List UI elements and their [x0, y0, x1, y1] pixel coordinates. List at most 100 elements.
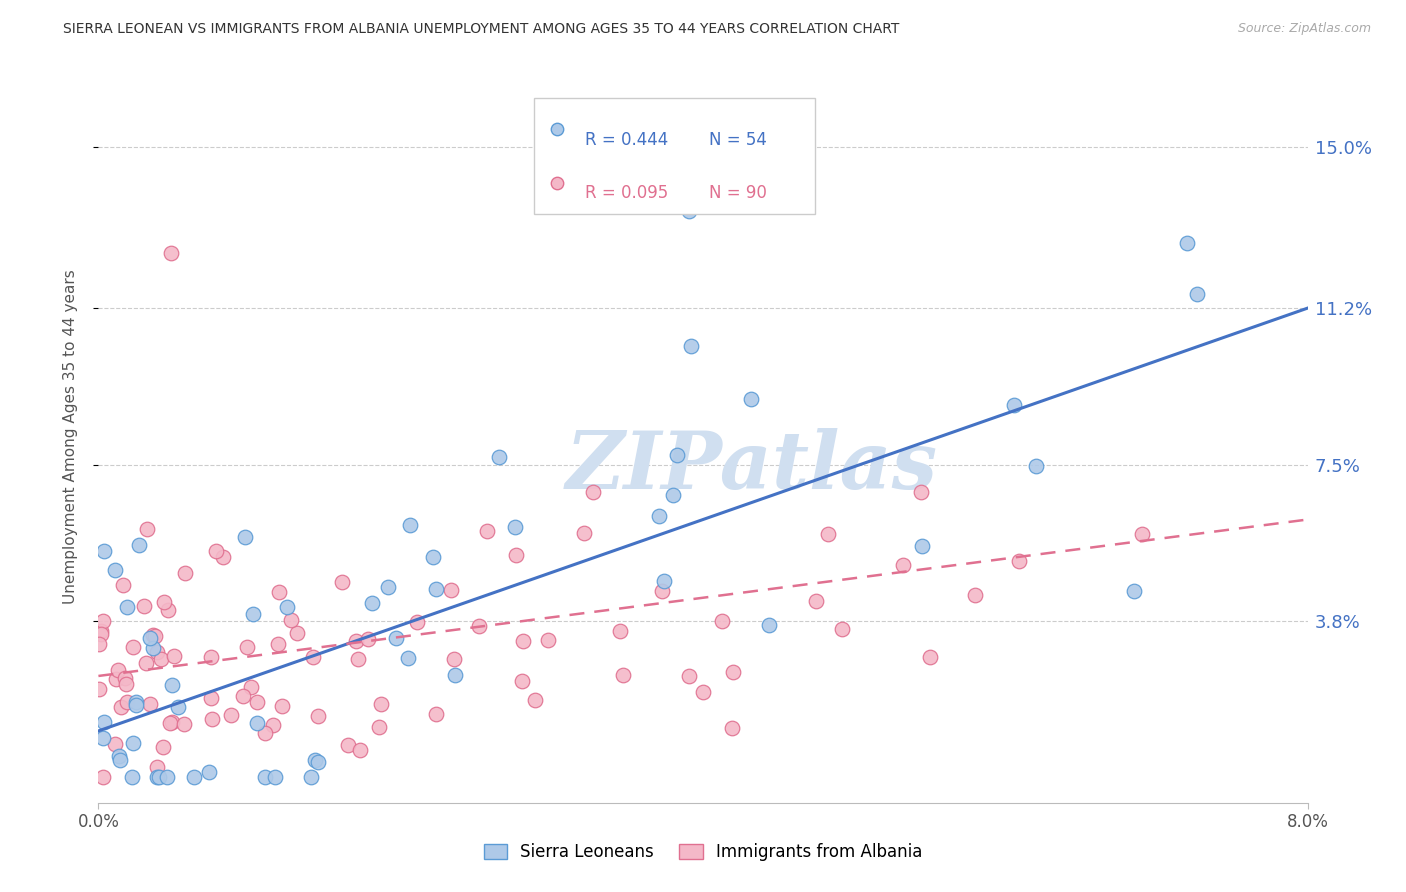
Point [160, 715, 183, 730]
Point [582, 485, 605, 500]
Point [920, 650, 942, 665]
Point [440, 582, 463, 597]
Point [546, 122, 568, 136]
Point [143, 629, 166, 643]
Point [647, 509, 669, 524]
Point [510, 673, 533, 688]
Point [804, 594, 827, 608]
Point [235, 640, 257, 654]
Point [253, 771, 276, 785]
Point [406, 615, 429, 629]
Point [105, 672, 128, 686]
Point [572, 525, 595, 540]
Point [1185, 287, 1208, 301]
Point [679, 338, 702, 352]
Point [910, 484, 932, 499]
Point [269, 584, 291, 599]
Point [609, 624, 631, 639]
Point [711, 614, 734, 628]
Point [740, 392, 762, 407]
Point [1130, 526, 1153, 541]
Point [142, 628, 165, 642]
Point [233, 530, 256, 544]
Point [160, 246, 183, 260]
Point [692, 684, 714, 698]
Point [1002, 398, 1025, 412]
Point [107, 749, 129, 764]
Point [103, 563, 125, 577]
Point [139, 631, 162, 645]
FancyBboxPatch shape [534, 98, 815, 214]
Point [377, 581, 399, 595]
Point [758, 618, 780, 632]
Point [488, 450, 510, 465]
Point [264, 771, 287, 785]
Point [254, 725, 277, 739]
Point [612, 668, 634, 682]
Point [159, 716, 181, 731]
Point [965, 588, 987, 602]
Point [156, 771, 179, 785]
Point [139, 698, 162, 712]
Point [911, 539, 934, 553]
Point [111, 577, 134, 591]
Point [721, 721, 744, 735]
Point [443, 651, 465, 665]
Point [89, 682, 111, 697]
Point [370, 697, 392, 711]
Point [125, 698, 148, 712]
Point [115, 599, 138, 614]
Point [166, 700, 188, 714]
Point [831, 623, 853, 637]
Point [200, 649, 222, 664]
Point [398, 518, 420, 533]
Point [299, 771, 322, 785]
Point [90, 624, 112, 639]
Point [146, 645, 169, 659]
Point [114, 671, 136, 685]
Point [678, 668, 700, 682]
Point [148, 771, 170, 785]
Point [347, 652, 370, 666]
Point [651, 584, 673, 599]
Point [330, 574, 353, 589]
Point [93, 715, 115, 730]
Text: R = 0.095: R = 0.095 [585, 184, 668, 202]
Point [156, 603, 179, 617]
Point [135, 522, 157, 536]
Point [1175, 235, 1198, 250]
Point [90, 627, 112, 641]
Point [503, 519, 526, 533]
Point [524, 693, 547, 707]
Point [246, 716, 269, 731]
Point [301, 649, 323, 664]
Point [385, 631, 408, 645]
Point [652, 574, 675, 588]
Point [146, 760, 169, 774]
Point [468, 619, 491, 633]
Text: Source: ZipAtlas.com: Source: ZipAtlas.com [1237, 22, 1371, 36]
Point [444, 668, 467, 682]
Point [205, 543, 228, 558]
Point [91, 614, 114, 628]
Point [665, 448, 688, 462]
Point [1123, 584, 1146, 599]
Point [135, 657, 157, 671]
Point [174, 566, 197, 581]
Point [723, 665, 745, 680]
Text: SIERRA LEONEAN VS IMMIGRANTS FROM ALBANIA UNEMPLOYMENT AMONG AGES 35 TO 44 YEARS: SIERRA LEONEAN VS IMMIGRANTS FROM ALBANI… [63, 22, 900, 37]
Text: N = 54: N = 54 [709, 130, 766, 148]
Point [115, 695, 138, 709]
Point [336, 739, 359, 753]
Point [108, 753, 131, 767]
Point [104, 737, 127, 751]
Point [121, 640, 143, 655]
Point [891, 558, 914, 573]
Point [346, 633, 368, 648]
Point [87, 637, 110, 651]
Point [114, 677, 136, 691]
Point [134, 599, 156, 613]
Point [200, 691, 222, 706]
Point [537, 633, 560, 648]
Point [149, 651, 172, 665]
